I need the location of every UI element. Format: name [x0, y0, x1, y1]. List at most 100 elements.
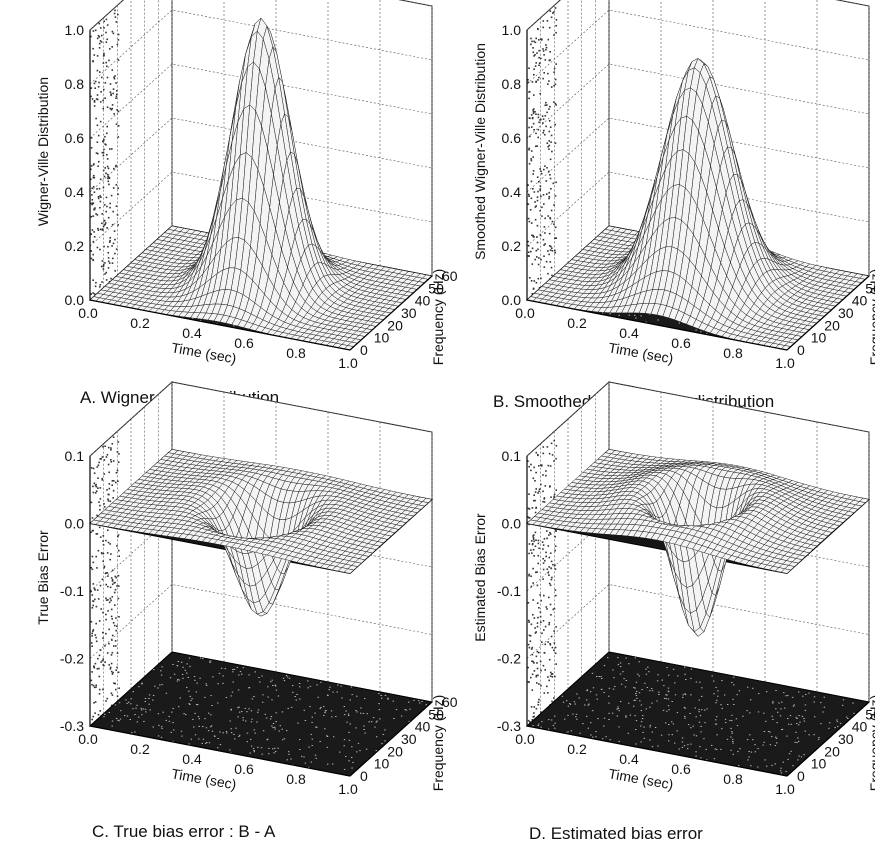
wall-speck — [106, 158, 109, 160]
wall-speck — [103, 473, 106, 475]
floor-speck — [199, 657, 202, 659]
floor-speck — [618, 314, 620, 316]
wall-speck — [100, 265, 103, 268]
wall-speck — [534, 206, 537, 208]
floor-speck — [237, 716, 239, 718]
floor-speck — [177, 661, 180, 662]
wall-speck — [113, 113, 115, 115]
wall-speck — [92, 253, 94, 256]
wall-speck — [106, 489, 108, 491]
floor-speck — [351, 757, 353, 758]
wall-speck — [102, 99, 104, 102]
floor-speck — [413, 699, 415, 701]
wall-speck — [114, 270, 116, 272]
wall-speck — [112, 497, 114, 499]
wall-speck — [115, 164, 117, 167]
wall-speck — [527, 79, 529, 81]
floor-speck — [311, 721, 313, 723]
wall-speck — [112, 436, 115, 438]
wall-speck — [99, 248, 101, 251]
wall-speck — [96, 533, 99, 535]
wall-speck — [538, 56, 540, 59]
wall-speck — [103, 566, 105, 569]
y-axis-line — [786, 275, 870, 351]
wall-speck — [92, 629, 95, 631]
floor-speck — [275, 721, 277, 723]
wall-speck — [107, 245, 109, 248]
floor-speck — [314, 754, 317, 756]
wall-speck — [104, 262, 106, 264]
floor-speck — [265, 717, 268, 719]
floor-speck — [275, 751, 277, 753]
floor-speck — [124, 715, 126, 717]
floor-speck — [375, 750, 377, 752]
wall-speck — [91, 671, 93, 673]
floor-speck — [225, 697, 228, 698]
floor-speck — [217, 738, 219, 739]
floor-speck — [350, 686, 353, 688]
wall-speck — [97, 197, 100, 200]
wall-speck — [90, 87, 93, 89]
wall-speck — [118, 687, 120, 689]
x-tick-label: 0.4 — [182, 325, 202, 341]
wall-speck — [101, 456, 104, 458]
wall-speck — [118, 555, 120, 557]
floor-speck — [270, 716, 273, 717]
wall-speck — [93, 482, 96, 485]
floor-speck — [176, 680, 179, 682]
wall-speck — [106, 652, 109, 654]
wall-speck — [117, 671, 120, 674]
wall-speck — [112, 242, 115, 245]
wall-speck — [90, 168, 92, 171]
floor-speck — [301, 755, 303, 757]
wall-speck — [100, 91, 102, 93]
wall-speck — [547, 272, 549, 275]
floor-speck — [349, 723, 351, 725]
floor-speck — [189, 704, 191, 705]
wall-speck — [549, 51, 551, 53]
wall-speck — [92, 684, 95, 687]
wall-speck — [540, 170, 542, 173]
wall-speck — [116, 625, 118, 627]
floor-speck — [149, 709, 151, 711]
wall-speck — [545, 44, 547, 46]
floor-speck — [214, 735, 216, 737]
wall-speck — [93, 176, 96, 179]
wall-speck — [112, 32, 115, 35]
wall-speck — [532, 110, 535, 113]
floor-speck — [267, 738, 269, 740]
surface-mesh — [89, 17, 433, 351]
wall-speck — [545, 101, 547, 104]
wall-speck — [542, 77, 544, 80]
wall-speck — [548, 120, 551, 122]
wall-speck — [90, 233, 92, 235]
floor-speck — [165, 719, 167, 721]
y-tick-label: 20 — [824, 317, 840, 333]
wall-speck — [93, 702, 95, 704]
y-tick-label: 50 — [428, 280, 444, 296]
wall-speck — [98, 36, 101, 38]
wall-speck — [553, 84, 555, 87]
wall-speck — [110, 461, 113, 463]
wall-speck — [97, 477, 99, 479]
wall-speck — [527, 240, 529, 243]
floor-speck — [246, 711, 248, 713]
floor-speck — [262, 694, 264, 696]
wall-speck — [102, 664, 104, 666]
floor-speck — [238, 706, 240, 708]
floor-speck — [140, 707, 142, 709]
wall-speck — [532, 173, 534, 175]
wall-speck — [91, 203, 94, 206]
wall-speck — [96, 214, 99, 216]
wall-speck — [546, 167, 548, 169]
floor-speck — [202, 726, 204, 727]
z-tick-label: 0.8 — [65, 76, 85, 92]
floor-speck — [195, 691, 197, 693]
floor-speck — [378, 703, 380, 705]
wall-speck — [99, 498, 102, 500]
wall-speck — [102, 265, 105, 267]
wall-speck — [108, 664, 110, 666]
wall-speck — [117, 535, 119, 538]
floor-speck — [198, 725, 200, 727]
wall-speck — [96, 188, 98, 190]
